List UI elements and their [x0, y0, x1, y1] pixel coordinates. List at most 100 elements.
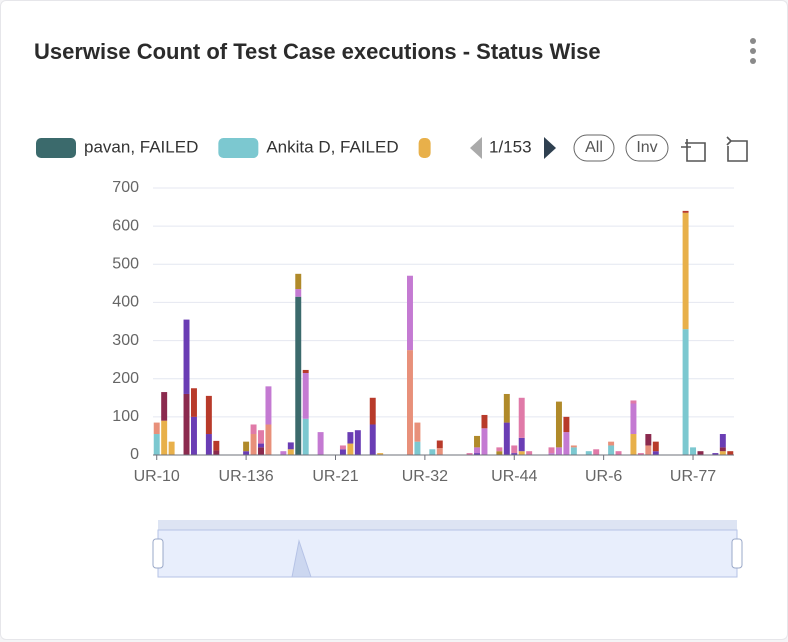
bar-segment	[213, 450, 220, 455]
bar-segment	[354, 430, 361, 455]
bar-segment	[682, 329, 689, 455]
bar-segment	[168, 441, 175, 455]
x-tick-label: UR-32	[402, 468, 448, 485]
inv-button[interactable]	[625, 134, 669, 162]
bar-segment	[347, 443, 354, 455]
bar-segment	[570, 445, 577, 448]
legend-swatch	[418, 138, 431, 158]
legend-prev[interactable]	[470, 137, 482, 159]
bar-segment	[511, 445, 518, 454]
legend-swatch	[36, 138, 76, 158]
x-tick-label: UR-136	[219, 468, 274, 485]
bar-segment	[481, 428, 488, 455]
zoom-slider[interactable]	[152, 520, 743, 578]
bar-segment	[526, 451, 533, 455]
x-tick-label: UR-21	[312, 468, 358, 485]
bar-segment	[637, 453, 644, 455]
bar-segment	[645, 445, 652, 455]
bar-segment	[414, 441, 421, 455]
bar-segment	[518, 437, 525, 452]
bar-segment	[682, 212, 689, 330]
bar-segment	[190, 416, 197, 455]
bar-segment	[719, 434, 726, 448]
chart-title: Userwise Count of Test Case executions -…	[34, 39, 601, 64]
x-tick-label: UR-44	[491, 468, 537, 485]
bar-segment	[585, 451, 592, 455]
bar-segment	[250, 434, 257, 455]
bar-segment	[287, 442, 294, 450]
menu-icon[interactable]	[750, 38, 756, 64]
bar-segment	[615, 451, 622, 455]
all-button-label[interactable]: All	[585, 139, 603, 156]
bar-segment	[347, 432, 354, 444]
legend-label: Ankita D, FAILED	[266, 137, 398, 156]
dot	[750, 58, 756, 64]
bar-segment	[496, 447, 503, 452]
bar-segment	[377, 453, 384, 455]
bar-segment	[593, 449, 600, 455]
bar-segment	[302, 372, 309, 419]
bar-segment	[555, 447, 562, 455]
bar-segment	[555, 401, 562, 448]
y-tick-label: 100	[112, 408, 139, 425]
bar-segment	[339, 449, 346, 455]
bar-segment	[369, 397, 376, 425]
bar-segment	[682, 210, 689, 213]
bar-segment	[280, 451, 287, 455]
reset-icon[interactable]	[726, 136, 748, 162]
bar-segment	[302, 369, 309, 373]
bar-segment	[474, 453, 480, 455]
bar-segment	[481, 414, 488, 429]
bar-segment	[570, 447, 577, 455]
zoom-icon[interactable]	[681, 139, 706, 162]
bar-segment	[339, 445, 346, 450]
bar-segment	[369, 424, 376, 455]
dot	[750, 48, 756, 54]
bar-segment	[302, 418, 309, 455]
bar-segment	[436, 440, 443, 449]
bar-segment	[563, 432, 570, 455]
bar-segment	[466, 453, 473, 455]
legend-next[interactable]	[544, 137, 556, 159]
bar-segment	[548, 453, 555, 455]
legend: pavan, FAILED Ankita D, FAILED	[36, 137, 431, 158]
inv-button-label[interactable]: Inv	[636, 139, 657, 156]
bar-segment	[503, 422, 510, 455]
bar-segment	[213, 440, 220, 451]
bar-segment	[161, 420, 168, 455]
bar-segment	[518, 451, 525, 455]
bar-segment	[258, 447, 264, 455]
bar-segment	[183, 319, 190, 394]
y-tick-label: 500	[112, 256, 139, 273]
dot	[750, 38, 756, 44]
bar-segment	[407, 350, 413, 455]
bar-segment	[295, 289, 302, 297]
all-button[interactable]	[573, 134, 615, 162]
slider-handle[interactable]	[731, 538, 743, 569]
bar-segment	[474, 435, 480, 448]
slider-shadow	[291, 539, 312, 578]
y-tick-label: 700	[112, 179, 139, 196]
bar-segment	[474, 447, 480, 454]
bar-segment	[652, 451, 659, 455]
slider-window	[157, 529, 738, 578]
bar-segment	[548, 447, 555, 454]
legend-label: pavan, FAILED	[84, 137, 198, 156]
slider-handle[interactable]	[152, 538, 164, 569]
bar-segment	[414, 422, 421, 442]
legend-swatch	[218, 138, 259, 158]
bar-segment	[719, 451, 726, 455]
plot: 0 100 200 300 400 500 600 700 UR-10 UR-136 UR-21 UR…	[112, 179, 734, 485]
bar-segment	[503, 393, 510, 423]
bar-segment	[183, 393, 190, 455]
bar-segment	[153, 422, 160, 435]
bar-segment	[265, 386, 272, 425]
legend-page: 1/153	[489, 137, 532, 156]
bar-segment	[258, 443, 264, 448]
bar-segment	[511, 453, 518, 455]
bar-segment	[630, 434, 637, 455]
y-tick-label: 400	[112, 294, 139, 311]
bar-segment	[295, 296, 302, 455]
